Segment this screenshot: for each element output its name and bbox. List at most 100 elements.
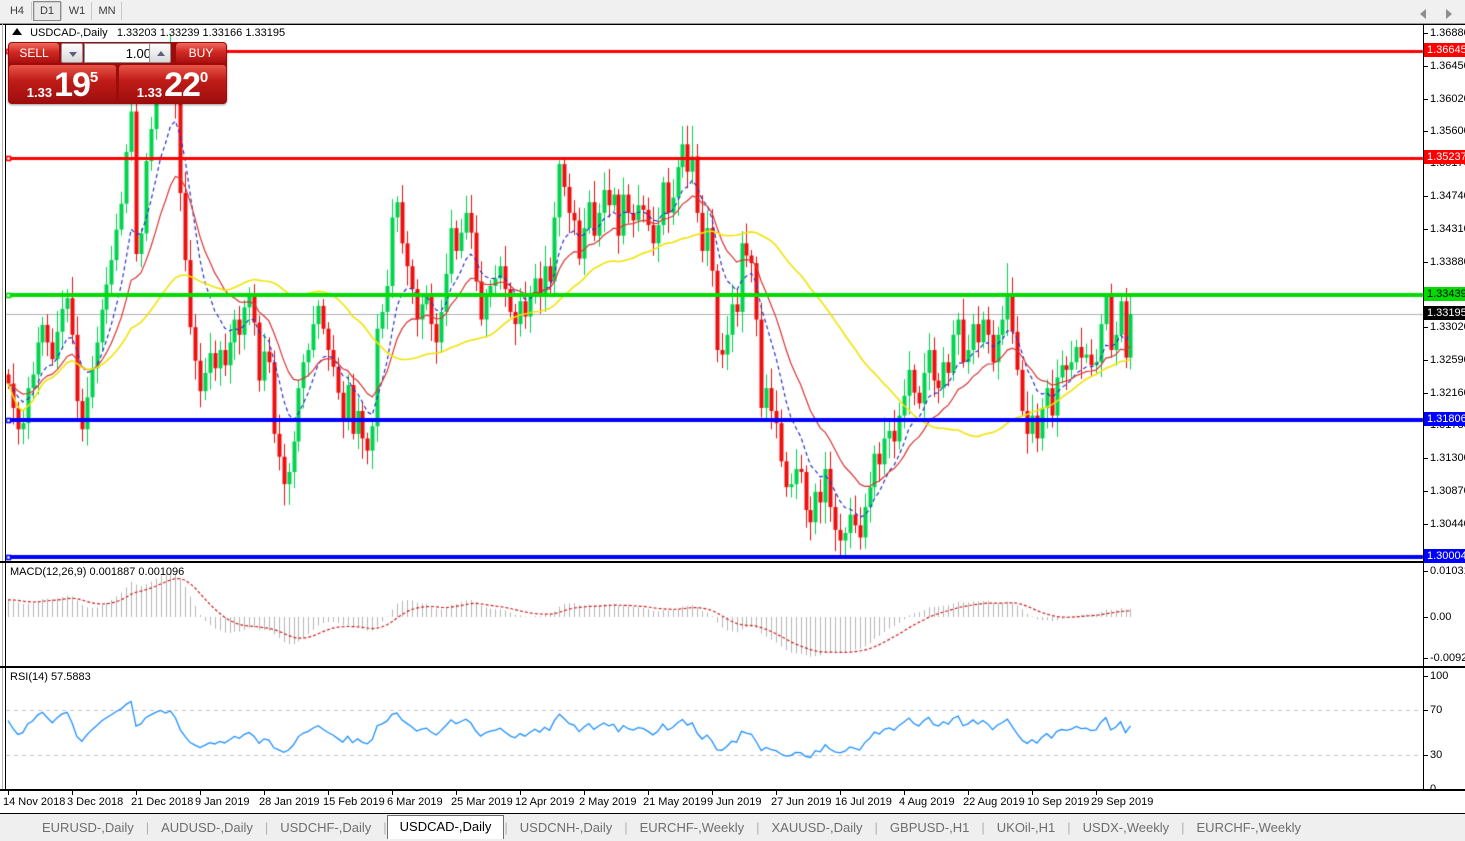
rsi-axis-label: 100 <box>1430 670 1449 682</box>
sell-button[interactable]: SELL <box>9 43 59 63</box>
date-tick-mark <box>8 791 9 795</box>
sell-price-big: 19 <box>54 66 91 104</box>
price-chart-canvas[interactable] <box>0 24 1465 561</box>
date-tick-mark <box>136 791 137 795</box>
date-axis-label: 22 Aug 2019 <box>963 796 1025 808</box>
date-tick-mark <box>328 791 329 795</box>
sell-price-small: 1.33 <box>26 85 53 100</box>
tab-separator: | <box>624 820 628 835</box>
hline-price-badge: 1.35237 <box>1424 150 1465 164</box>
rsi-indicator-label: RSI(14) 57.5883 <box>10 671 91 683</box>
date-tick-mark <box>840 791 841 795</box>
chart-tab-xauusd-daily[interactable]: XAUUSD-,Daily <box>771 820 863 835</box>
axis-tick-mark <box>1424 524 1428 525</box>
rsi-pane-canvas[interactable] <box>0 668 1465 789</box>
date-axis-label: 29 Sep 2019 <box>1091 796 1154 808</box>
axis-tick-mark <box>1424 676 1428 677</box>
chart-tab-audusd-daily[interactable]: AUDUSD-,Daily <box>161 820 253 835</box>
date-axis-label: 28 Jan 2019 <box>259 796 320 808</box>
chart-tab-usdx-weekly[interactable]: USDX-,Weekly <box>1082 820 1170 835</box>
price-axis-label: 1.33020 <box>1430 321 1465 333</box>
chart-ohlc-values: 1.33203 1.33239 1.33166 1.33195 <box>116 27 286 39</box>
hline-price-badge: 1.36645 <box>1424 43 1465 57</box>
date-tick-mark <box>520 791 521 795</box>
date-axis-label: 2 May 2019 <box>579 796 637 808</box>
date-axis-label: 21 Dec 2018 <box>131 796 194 808</box>
buy-button[interactable]: BUY <box>176 43 226 63</box>
toolbar-separator <box>31 2 32 20</box>
price-axis-label: 1.36450 <box>1430 60 1465 72</box>
tab-scroll-right-icon[interactable] <box>1446 9 1452 19</box>
chart-tab-eurchf-weekly[interactable]: EURCHF-,Weekly <box>1196 820 1302 835</box>
axis-tick-mark <box>1424 33 1428 34</box>
timeframe-button-mn[interactable]: MN <box>98 5 116 17</box>
chart-tab-eurusd-daily[interactable]: EURUSD-,Daily <box>42 820 134 835</box>
volume-input[interactable] <box>84 43 158 63</box>
chart-tab-gbpusd-h1[interactable]: GBPUSD-,H1 <box>889 820 970 835</box>
price-axis-label: 1.36020 <box>1430 93 1465 105</box>
timeframe-button-d1[interactable]: D1 <box>33 1 61 21</box>
timeframe-button-h4[interactable]: H4 <box>9 5 25 17</box>
axis-tick-mark <box>1424 658 1428 659</box>
one-click-trade-panel: SELL BUY 1.33 19 5 1.33 22 0 <box>8 42 227 104</box>
date-axis-border <box>0 813 1465 814</box>
date-axis-label: 3 Dec 2018 <box>67 796 124 808</box>
price-axis-label: 1.34740 <box>1430 190 1465 202</box>
rsi-axis-label: 0 <box>1430 783 1437 795</box>
axis-tick-mark <box>1424 393 1428 394</box>
chart-title: USDCAD-,Daily 1.33203 1.33239 1.33166 1.… <box>12 27 285 39</box>
chart-tab-ukoil-h1[interactable]: UKOil-,H1 <box>996 820 1056 835</box>
price-axis-label: 1.36880 <box>1430 27 1465 39</box>
date-tick-mark <box>264 791 265 795</box>
date-tick-mark <box>456 791 457 795</box>
date-axis-label: 9 Jan 2019 <box>195 796 250 808</box>
axis-tick-mark <box>1424 458 1428 459</box>
rsi-axis-label: 70 <box>1430 704 1443 716</box>
rsi-axis-label: 30 <box>1430 749 1443 761</box>
date-tick-mark <box>1032 791 1033 795</box>
date-axis-label: 27 Jun 2019 <box>771 796 832 808</box>
date-axis-label: 25 Mar 2019 <box>451 796 513 808</box>
current-price-badge: 1.33195 <box>1424 306 1465 320</box>
pane-separator[interactable] <box>0 561 1465 563</box>
volume-decrease-button[interactable] <box>61 43 83 63</box>
chart-tab-usdchf-daily[interactable]: USDCHF-,Daily <box>280 820 372 835</box>
sell-price-tile[interactable]: 1.33 19 5 <box>9 65 116 103</box>
tab-separator: | <box>1181 820 1185 835</box>
macd-pane-canvas[interactable] <box>0 563 1465 666</box>
date-axis-label: 16 Jul 2019 <box>835 796 892 808</box>
price-axis-label: 1.34310 <box>1430 223 1465 235</box>
date-axis-label: 21 May 2019 <box>643 796 707 808</box>
date-axis-label: 9 Jun 2019 <box>707 796 762 808</box>
chart-tab-usdcad-daily[interactable]: USDCAD-,Daily <box>386 814 505 839</box>
axis-tick-mark <box>1424 360 1428 361</box>
date-tick-mark <box>968 791 969 795</box>
date-axis[interactable]: 14 Nov 2018 3 Dec 2018 21 Dec 2018 9 Jan 20… <box>0 791 1465 813</box>
date-tick-mark <box>584 791 585 795</box>
date-tick-mark <box>648 791 649 795</box>
chart-symbol-label: USDCAD-,Daily <box>30 27 108 39</box>
tab-scroll-left-icon[interactable] <box>1420 9 1426 19</box>
price-axis-label: 1.32160 <box>1430 387 1465 399</box>
date-axis-label: 10 Sep 2019 <box>1027 796 1090 808</box>
pane-separator[interactable] <box>0 789 1465 791</box>
timeframe-button-w1[interactable]: W1 <box>68 5 86 17</box>
buy-price-tile[interactable]: 1.33 22 0 <box>119 65 226 103</box>
tab-separator: | <box>145 820 150 835</box>
date-axis-label: 15 Feb 2019 <box>323 796 385 808</box>
volume-increase-button[interactable] <box>149 43 171 63</box>
axis-tick-mark <box>1424 131 1428 132</box>
chart-up-triangle-icon <box>12 28 22 35</box>
tab-separator: | <box>981 820 985 835</box>
pane-separator[interactable] <box>0 666 1465 668</box>
chevron-up-icon <box>157 51 165 56</box>
axis-tick-mark <box>1424 66 1428 67</box>
axis-tick-mark <box>1424 262 1428 263</box>
axis-tick-mark <box>1424 196 1428 197</box>
chart-tab-eurchf-weekly[interactable]: EURCHF-,Weekly <box>639 820 745 835</box>
chart-tab-usdcnh-daily[interactable]: USDCNH-,Daily <box>519 820 613 835</box>
date-tick-mark <box>776 791 777 795</box>
date-axis-label: 4 Aug 2019 <box>899 796 955 808</box>
axis-tick-mark <box>1424 789 1428 790</box>
